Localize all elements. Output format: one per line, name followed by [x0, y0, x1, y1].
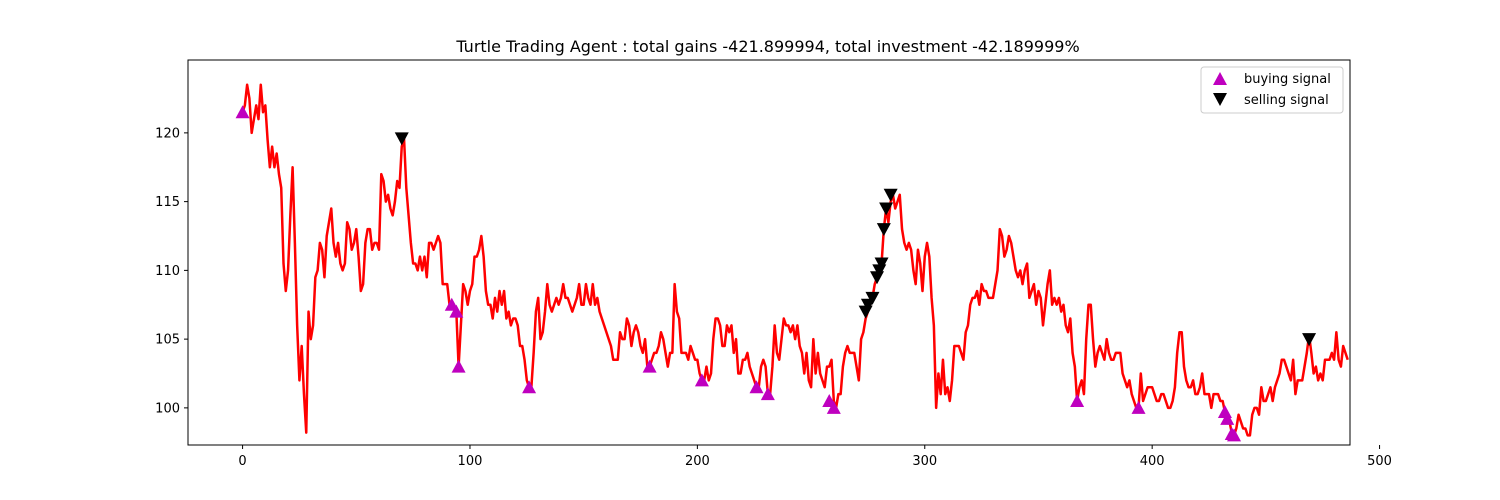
buy-signal-marker — [1070, 394, 1085, 407]
buy-signal-marker — [694, 373, 709, 387]
legend-sell-label: selling signal — [1244, 93, 1329, 108]
x-tick-label: 400 — [1140, 454, 1165, 469]
legend-buy-marker-icon — [1213, 72, 1227, 85]
plot-area — [235, 83, 1349, 442]
buy-signal-marker — [760, 387, 775, 401]
sell-signal-marker — [876, 223, 891, 237]
x-tick-label: 500 — [1367, 454, 1392, 469]
legend-buy-label: buying signal — [1244, 72, 1331, 87]
legend: buying signal selling signal — [1200, 66, 1344, 114]
x-tick-label: 100 — [458, 454, 483, 469]
y-tick-label: 105 — [155, 333, 180, 348]
sell-signal-marker — [879, 202, 894, 216]
buy-signal-marker — [235, 105, 250, 119]
sell-signal-marker — [858, 305, 873, 319]
buy-signal-marker — [826, 400, 841, 414]
y-tick-label: 115 — [155, 195, 180, 210]
legend-box — [1200, 66, 1344, 114]
sell-signal-marker — [1302, 333, 1317, 347]
buy-signal-marker — [451, 359, 466, 373]
sell-signal-marker — [870, 271, 885, 285]
sell-signal-marker — [394, 132, 409, 146]
sell-signal-marker — [874, 257, 889, 271]
x-axis: 0 100 200 300 400 500 — [238, 445, 1392, 469]
sell-signal-marker — [865, 291, 880, 305]
x-tick-label: 200 — [685, 454, 710, 469]
buy-signal-marker — [1227, 428, 1242, 442]
plot-frame — [187, 59, 1351, 446]
y-tick-label: 110 — [155, 264, 180, 279]
y-tick-label: 120 — [155, 126, 180, 141]
x-tick-label: 300 — [912, 454, 937, 469]
chart-title: Turtle Trading Agent : total gains -421.… — [455, 37, 1079, 56]
buy-signal-marker — [449, 304, 464, 318]
price-line — [241, 83, 1349, 437]
y-axis: 100 105 110 115 120 — [155, 126, 188, 416]
buy-signal-marker — [749, 380, 764, 394]
y-tick-label: 100 — [155, 401, 180, 416]
buy-signal-marker — [522, 380, 537, 394]
legend-sell-marker-icon — [1213, 93, 1227, 106]
x-tick-label: 0 — [238, 454, 246, 469]
buy-signal-marker — [1217, 405, 1232, 418]
sell-signal-marker — [883, 188, 898, 202]
buy-signal-marker — [642, 359, 657, 373]
buy-signal-marker — [1220, 411, 1235, 425]
buy-signal-marker — [1131, 400, 1146, 414]
